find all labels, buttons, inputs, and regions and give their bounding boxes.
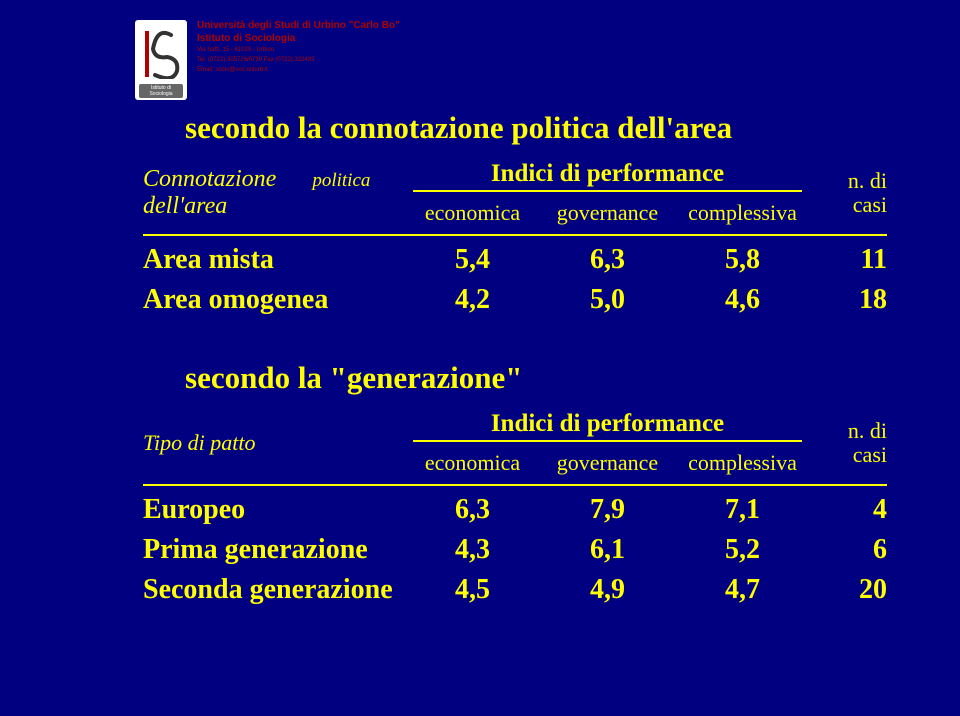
t2-r2-label: Seconda generazione bbox=[135, 570, 405, 610]
inst-line2: Istituto di Sociologia bbox=[197, 33, 400, 46]
t2-r2-econ: 4,5 bbox=[405, 570, 540, 610]
table1-indici-header: Indici di performance bbox=[405, 156, 810, 196]
inst-address: Via Saffi, 15 - 61029 - Urbino bbox=[197, 47, 400, 55]
table-connotazione: Connotazione politica dell'area Indici d… bbox=[135, 156, 895, 320]
table2-sub-comp: complessiva bbox=[675, 446, 810, 480]
t2-r0-econ: 6,3 bbox=[405, 490, 540, 530]
t2-r0-n: 4 bbox=[810, 490, 895, 530]
table2-ncasi-header: n. di casi bbox=[810, 406, 895, 480]
table1-sub-econ: economica bbox=[405, 196, 540, 230]
table-row: Area mista 5,4 6,3 5,8 11 bbox=[135, 240, 895, 280]
institution-text: Università degli Studi di Urbino "Carlo … bbox=[197, 20, 400, 74]
t1-r1-n: 18 bbox=[810, 280, 895, 320]
t1-r1-comp: 4,6 bbox=[675, 280, 810, 320]
t1-r1-label: Area omogenea bbox=[135, 280, 405, 320]
table1-row-header: Connotazione politica dell'area bbox=[135, 156, 405, 230]
t1-r0-gov: 6,3 bbox=[540, 240, 675, 280]
table2-indici-header: Indici di performance bbox=[405, 406, 810, 446]
slide-header: Istituto di Sociologia Università degli … bbox=[135, 20, 400, 100]
table-row: Area omogenea 4,2 5,0 4,6 18 bbox=[135, 280, 895, 320]
t2-r1-gov: 6,1 bbox=[540, 530, 675, 570]
table-row: Seconda generazione 4,5 4,9 4,7 20 bbox=[135, 570, 895, 610]
t2-r2-gov: 4,9 bbox=[540, 570, 675, 610]
table-row: Prima generazione 4,3 6,1 5,2 6 bbox=[135, 530, 895, 570]
slide-content: secondo la connotazione politica dell'ar… bbox=[135, 110, 895, 610]
table2-sub-econ: economica bbox=[405, 446, 540, 480]
inst-phone: Tel. (0722) 305726/0739 Fax (0722) 32243… bbox=[197, 57, 400, 65]
table-generazione: Tipo di patto Indici di performance n. d… bbox=[135, 406, 895, 610]
t2-r1-econ: 4,3 bbox=[405, 530, 540, 570]
table2-sub-gov: governance bbox=[540, 446, 675, 480]
t2-r1-comp: 5,2 bbox=[675, 530, 810, 570]
table1-sub-gov: governance bbox=[540, 196, 675, 230]
table-row: Europeo 6,3 7,9 7,1 4 bbox=[135, 490, 895, 530]
t2-r2-comp: 4,7 bbox=[675, 570, 810, 610]
section1-title: secondo la connotazione politica dell'ar… bbox=[185, 110, 895, 146]
table1-sub-comp: complessiva bbox=[675, 196, 810, 230]
logo-is-icon bbox=[141, 29, 181, 79]
t1-r0-n: 11 bbox=[810, 240, 895, 280]
t1-r1-gov: 5,0 bbox=[540, 280, 675, 320]
table2-row-header: Tipo di patto bbox=[135, 406, 405, 480]
institute-logo: Istituto di Sociologia bbox=[135, 20, 187, 100]
t1-r0-label: Area mista bbox=[135, 240, 405, 280]
t2-r2-n: 20 bbox=[810, 570, 895, 610]
t2-r1-n: 6 bbox=[810, 530, 895, 570]
t1-r0-comp: 5,8 bbox=[675, 240, 810, 280]
inst-line1: Università degli Studi di Urbino "Carlo … bbox=[197, 20, 400, 33]
inst-email: Email: socio@soc.uniurb.it bbox=[197, 67, 400, 75]
t2-r0-label: Europeo bbox=[135, 490, 405, 530]
t1-r1-econ: 4,2 bbox=[405, 280, 540, 320]
t2-r0-comp: 7,1 bbox=[675, 490, 810, 530]
t1-r0-econ: 5,4 bbox=[405, 240, 540, 280]
t2-r0-gov: 7,9 bbox=[540, 490, 675, 530]
t2-r1-label: Prima generazione bbox=[135, 530, 405, 570]
table1-ncasi-header: n. di casi bbox=[810, 156, 895, 230]
logo-strip-text: Istituto di Sociologia bbox=[139, 84, 183, 98]
section2-title: secondo la "generazione" bbox=[185, 360, 895, 396]
